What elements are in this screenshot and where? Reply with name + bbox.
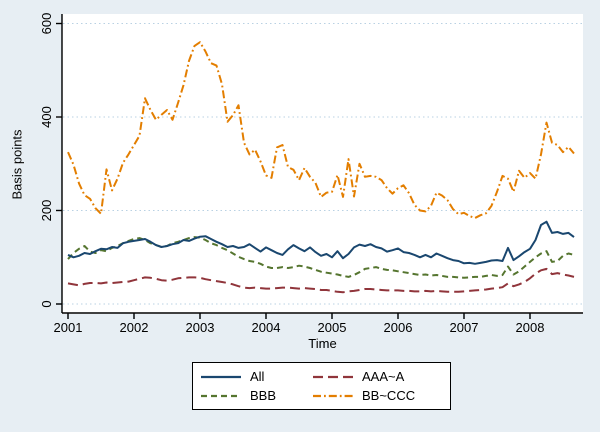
legend-entry-aaa-a: AAA~A bbox=[313, 369, 444, 384]
x-tick-label: 2004 bbox=[252, 320, 281, 335]
series-line-bb-ccc bbox=[67, 41, 575, 219]
legend-label: BB~CCC bbox=[362, 388, 416, 403]
x-tick-label: 2007 bbox=[450, 320, 479, 335]
y-tick-label: 0 bbox=[39, 300, 54, 307]
legend: All AAA~A BBB BB~CCC bbox=[192, 362, 451, 410]
legend-line-sample bbox=[313, 394, 353, 397]
legend-line-sample bbox=[201, 375, 241, 378]
legend-line-sample bbox=[313, 375, 353, 378]
x-tick-label: 2003 bbox=[186, 320, 215, 335]
plot-area bbox=[62, 14, 583, 313]
series-line-bbb bbox=[67, 236, 575, 279]
y-tick-label: 200 bbox=[39, 200, 54, 222]
gridlines bbox=[63, 23, 583, 305]
x-tick-label: 2006 bbox=[384, 320, 413, 335]
x-tick-label: 2001 bbox=[54, 320, 83, 335]
x-tick-label: 2002 bbox=[120, 320, 149, 335]
legend-label: All bbox=[250, 369, 265, 384]
legend-line-sample bbox=[201, 394, 241, 397]
series-line-aaa-a bbox=[67, 267, 575, 294]
legend-entry-all: All bbox=[201, 369, 313, 384]
legend-entry-bbb: BBB bbox=[201, 388, 313, 403]
axes: 0 200 400 600 2001 2002 2003 2004 2005 2006 2007 20… bbox=[39, 13, 583, 335]
y-axis-title: Basis points bbox=[9, 129, 25, 200]
legend-entry-bb-ccc: BB~CCC bbox=[313, 388, 444, 403]
series-line-all bbox=[67, 220, 575, 265]
x-axis-title: Time bbox=[308, 336, 337, 351]
legend-label: BBB bbox=[250, 388, 277, 403]
y-tick-label: 600 bbox=[39, 13, 54, 35]
x-tick-label: 2008 bbox=[516, 320, 545, 335]
legend-label: AAA~A bbox=[362, 369, 405, 384]
x-tick-label: 2005 bbox=[318, 320, 347, 335]
y-tick-label: 400 bbox=[39, 106, 54, 128]
